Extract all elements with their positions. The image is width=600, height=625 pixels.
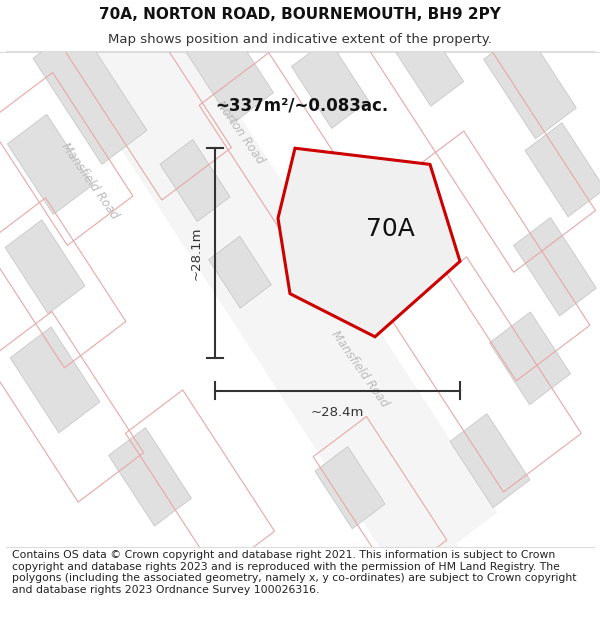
Polygon shape <box>7 114 92 214</box>
Polygon shape <box>5 220 85 314</box>
Polygon shape <box>292 39 368 128</box>
Text: 70A, NORTON ROAD, BOURNEMOUTH, BH9 2PY: 70A, NORTON ROAD, BOURNEMOUTH, BH9 2PY <box>99 7 501 22</box>
Polygon shape <box>33 24 147 164</box>
Polygon shape <box>109 428 191 526</box>
Polygon shape <box>10 327 100 433</box>
Text: Map shows position and indicative extent of the property.: Map shows position and indicative extent… <box>108 34 492 46</box>
Text: Contains OS data © Crown copyright and database right 2021. This information is : Contains OS data © Crown copyright and d… <box>12 550 577 595</box>
Polygon shape <box>514 217 596 316</box>
Polygon shape <box>450 414 530 508</box>
Text: ~337m²/~0.083ac.: ~337m²/~0.083ac. <box>215 96 388 114</box>
Polygon shape <box>397 29 464 106</box>
Text: Norton Road: Norton Road <box>214 98 266 166</box>
Polygon shape <box>490 312 571 404</box>
Polygon shape <box>160 139 230 222</box>
Polygon shape <box>44 0 556 625</box>
Polygon shape <box>43 0 497 552</box>
Polygon shape <box>315 447 385 529</box>
Text: Mansfield Road: Mansfield Road <box>329 328 391 410</box>
Polygon shape <box>209 236 271 308</box>
Text: 70A: 70A <box>365 217 415 241</box>
Text: ~28.1m: ~28.1m <box>190 226 203 280</box>
Polygon shape <box>484 28 576 139</box>
Text: Mansfield Road: Mansfield Road <box>59 140 121 221</box>
Polygon shape <box>278 148 460 337</box>
Polygon shape <box>187 22 274 124</box>
Polygon shape <box>525 122 600 217</box>
Text: ~28.4m: ~28.4m <box>311 406 364 419</box>
